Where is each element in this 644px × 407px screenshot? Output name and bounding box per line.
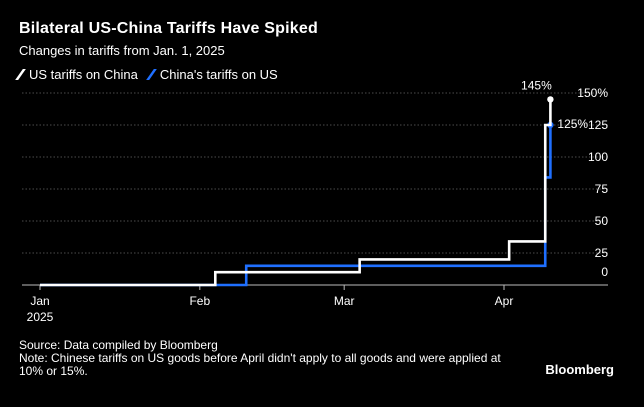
bloomberg-logo: Bloomberg — [545, 362, 614, 377]
footer-notes: Source: Data compiled by Bloomberg Note:… — [19, 339, 519, 378]
y-tick-label-150: 150% — [577, 86, 608, 100]
legend-label-us: US tariffs on China — [29, 67, 138, 82]
note-text: Note: Chinese tariffs on US goods before… — [19, 351, 501, 378]
chart-subtitle: Changes in tariffs from Jan. 1, 2025 — [19, 43, 225, 58]
end-label-us: 145% — [521, 78, 552, 92]
series-line-china — [40, 125, 552, 287]
x-tick-label-jan: Jan — [30, 294, 49, 308]
series-line-us — [40, 99, 552, 287]
legend-item-us: US tariffs on China — [15, 67, 138, 82]
x-tick-label-apr: Apr — [495, 294, 514, 308]
chart-title: Bilateral US-China Tariffs Have Spiked — [19, 20, 318, 37]
y-tick-label-25: 25 — [595, 246, 609, 260]
y-tick-label-75: 75 — [595, 182, 609, 196]
x-tick-label-feb: Feb — [189, 294, 210, 308]
end-label-china: 125% — [557, 117, 588, 131]
source-text: Source: Data compiled by Bloomberg — [19, 338, 218, 352]
x-tick-label-mar: Mar — [334, 294, 355, 308]
y-tick-label-50: 50 — [595, 214, 609, 228]
y-tick-label-125: 125 — [588, 118, 608, 132]
legend: US tariffs on China China's tariffs on U… — [15, 67, 278, 82]
end-point-us — [547, 96, 554, 103]
y-tick-label-0: 0 — [601, 265, 608, 279]
legend-item-china: China's tariffs on US — [146, 67, 278, 82]
x-tick-sublabel-0: 2025 — [27, 310, 54, 324]
y-tick-label-100: 100 — [588, 150, 608, 164]
legend-label-china: China's tariffs on US — [159, 67, 278, 82]
